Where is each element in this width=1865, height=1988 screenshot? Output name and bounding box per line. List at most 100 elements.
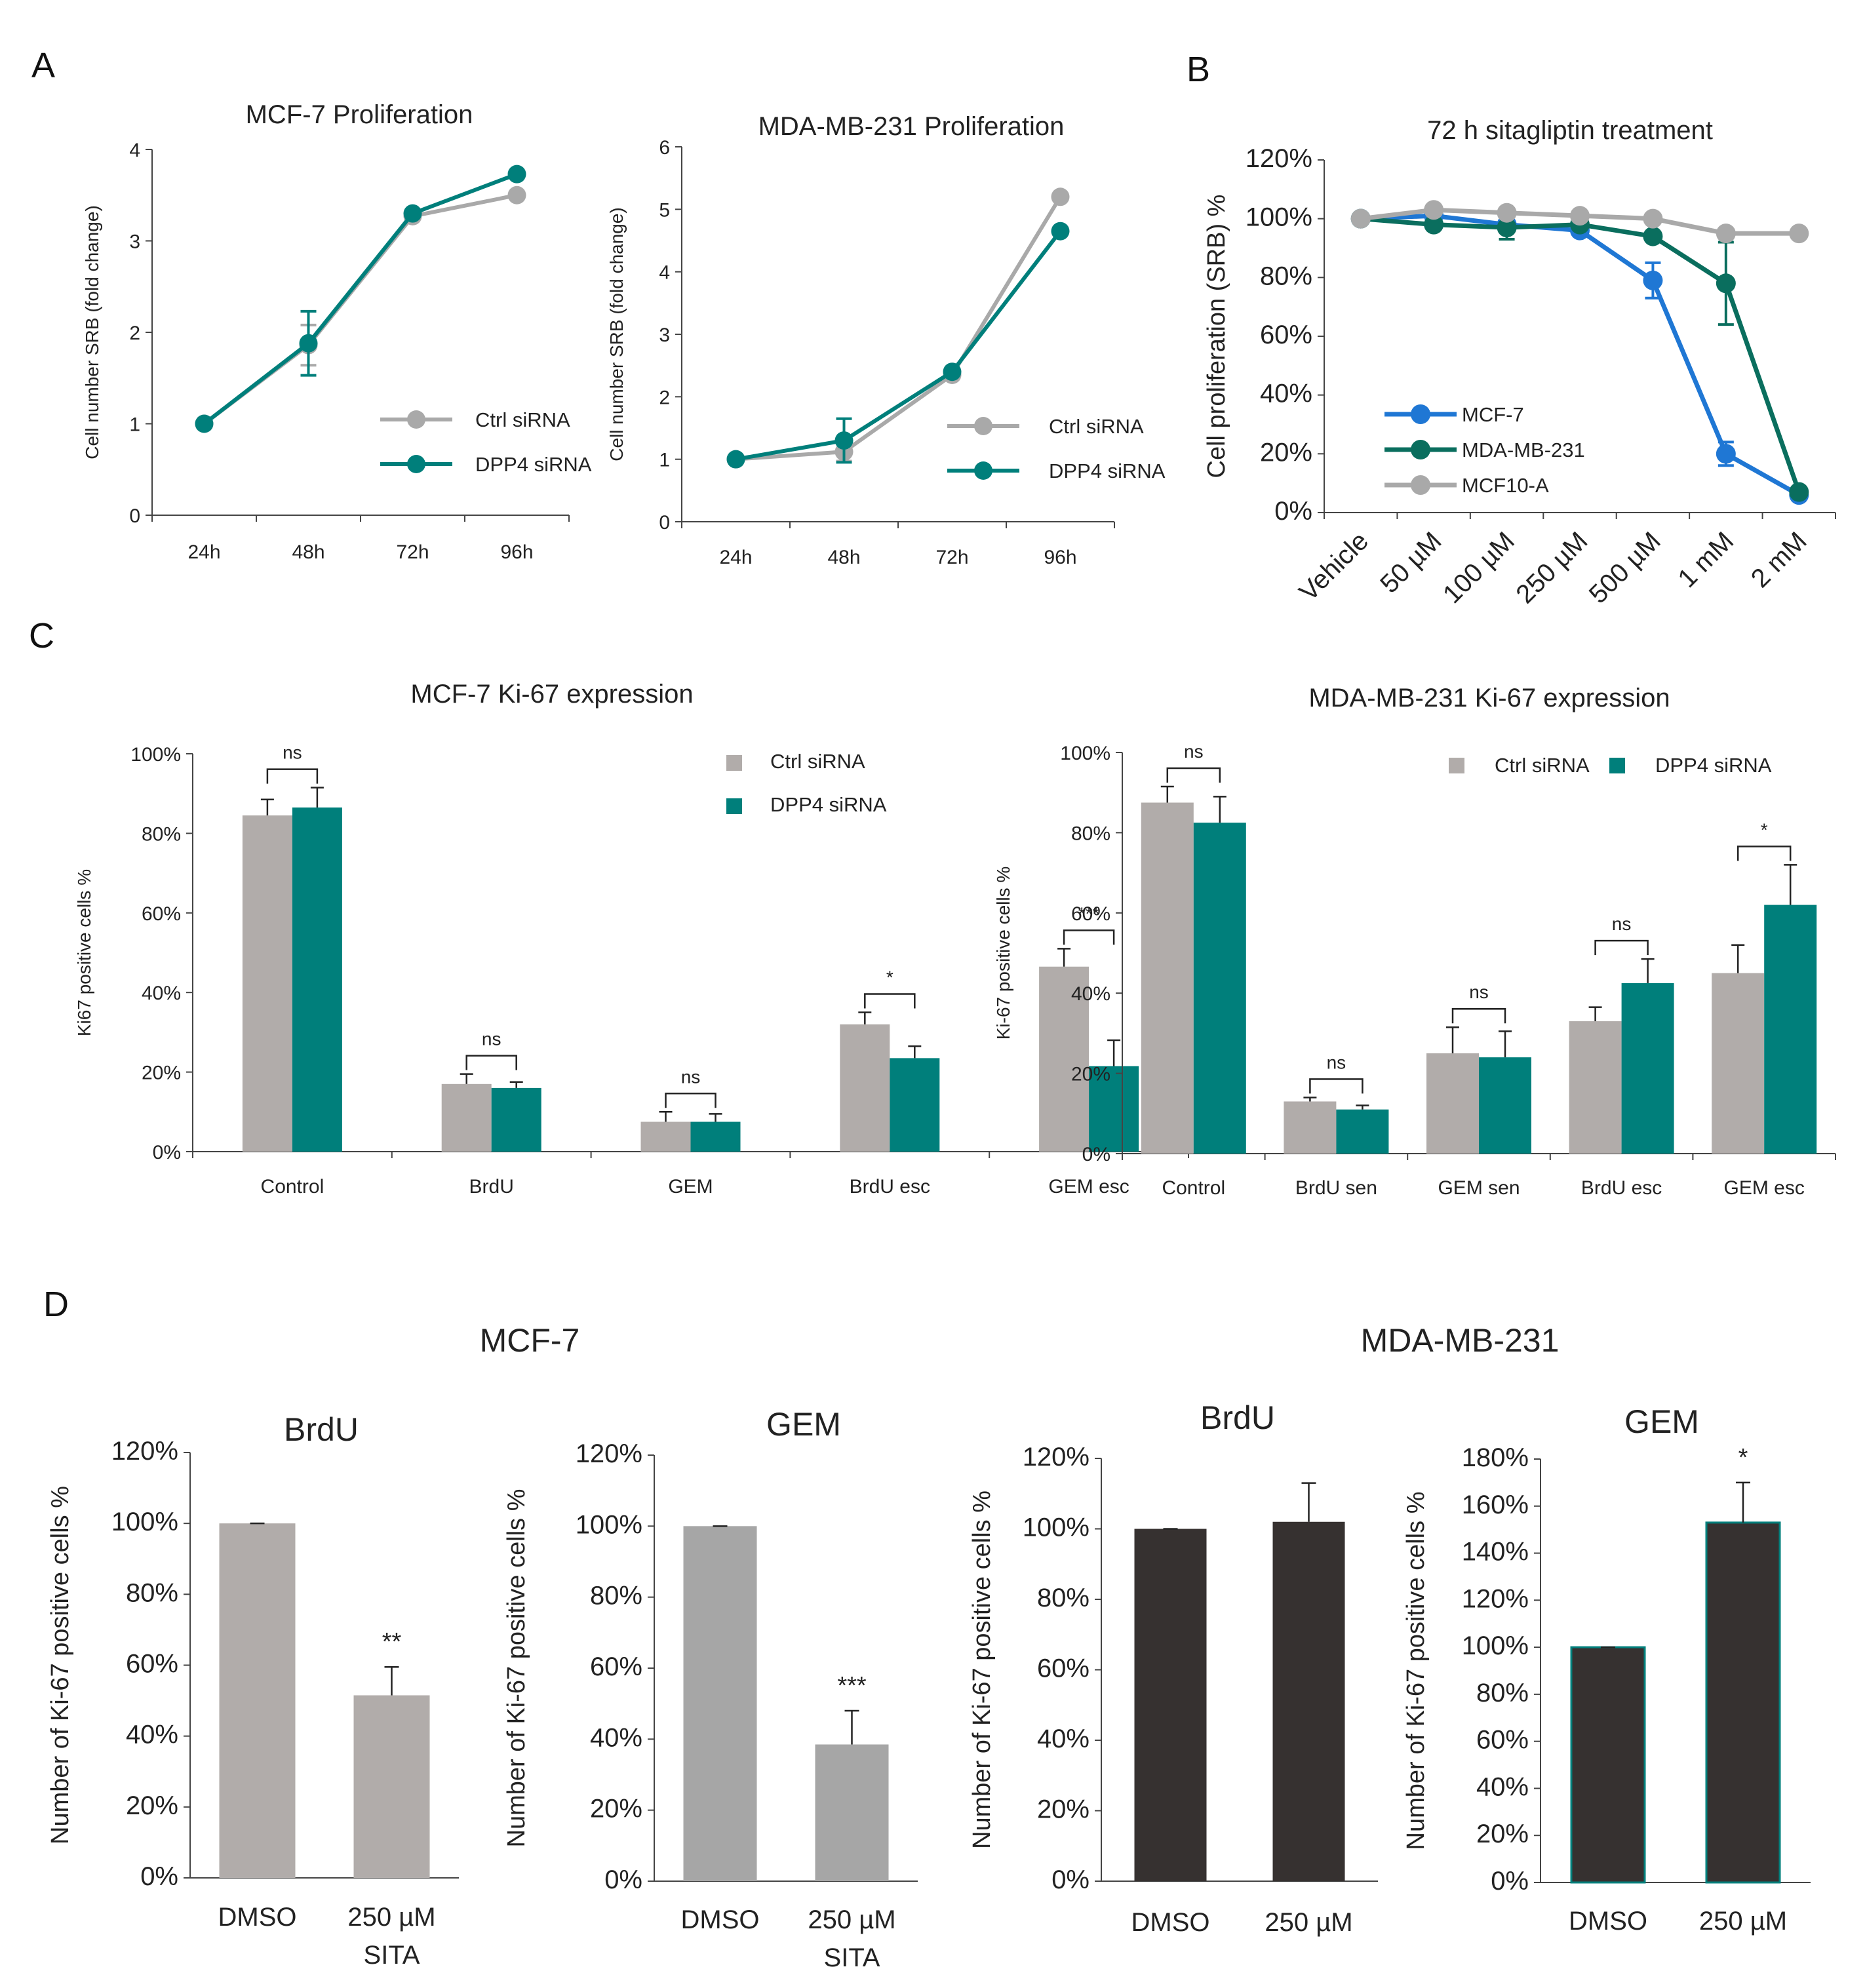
c1-bar (491, 1087, 541, 1152)
panel-letter-d: D (43, 1285, 69, 1324)
c2-y-axis-label: Ki-67 positive cells % (993, 867, 1013, 1040)
d1-significance-label: ** (382, 1628, 402, 1656)
d4-ytick-label: 40% (1476, 1772, 1529, 1801)
d2-ytick-label: 40% (590, 1723, 642, 1752)
panel-letter-a: A (31, 46, 55, 85)
c2-bar (1336, 1109, 1389, 1154)
b-data-point (1643, 226, 1663, 246)
c2-ytick-label: 60% (1071, 903, 1110, 925)
c1-bar (1039, 966, 1090, 1152)
c1-legend-swatch (726, 755, 742, 771)
d1-ytick-label: 100% (111, 1508, 178, 1536)
d4-ytick-label: 160% (1462, 1491, 1529, 1519)
c1-ytick-label: 100% (130, 744, 181, 766)
c1-significance-bracket (266, 768, 319, 784)
b-legend-label: MCF-7 (1462, 403, 1524, 426)
c1-significance-label: ns (681, 1066, 701, 1087)
a2-title: MDA-MB-231 Proliferation (758, 112, 1065, 141)
d4-title: GEM (1624, 1403, 1699, 1440)
b-ytick-label: 20% (1260, 438, 1312, 467)
c2-bar (1284, 1101, 1337, 1154)
a1-legend-marker (407, 455, 425, 473)
b-legend-marker (1411, 404, 1430, 424)
a1-xtick-label: 48h (292, 541, 324, 563)
b-ytick-label: 60% (1260, 321, 1312, 349)
c2-ytick-label: 0% (1082, 1144, 1110, 1165)
c2-bar (1426, 1053, 1479, 1154)
c2-xtick-label: GEM sen (1438, 1177, 1520, 1199)
d4-bar (1570, 1646, 1646, 1884)
b-data-point (1570, 206, 1590, 226)
c1-significance-bracket (465, 1055, 517, 1070)
a1-ytick-label: 0 (129, 505, 140, 527)
b-xtick-label: 100 µM (1438, 526, 1520, 609)
c1-significance-label: ns (283, 743, 302, 763)
d4-ytick-label: 0% (1491, 1867, 1529, 1896)
d3-bar (1134, 1529, 1207, 1881)
c2-title: MDA-MB-231 Ki-67 expression (1308, 684, 1670, 712)
d2-ytick-label: 100% (576, 1510, 642, 1539)
a1-y-axis-label: Cell number SRB (fold change) (82, 205, 102, 459)
a2-ytick-label: 4 (659, 262, 670, 284)
c2-significance-bracket (1166, 767, 1221, 783)
c1-significance-label: * (886, 967, 893, 988)
a2-ytick-label: 3 (659, 324, 670, 346)
a1-legend-marker (407, 410, 425, 429)
b-xtick-label: 1 mM (1672, 526, 1739, 593)
c2-significance-label: ns (1327, 1052, 1346, 1072)
b-data-point (1424, 200, 1444, 220)
b-ytick-label: 0% (1274, 497, 1312, 526)
c1-legend-swatch (726, 798, 742, 814)
a1-legend-label: DPP4 siRNA (475, 453, 592, 476)
d2-xtick-label: DMSO (681, 1905, 760, 1934)
d2-bar (815, 1744, 889, 1881)
a2-xtick-label: 96h (1044, 547, 1076, 568)
a2-legend-marker (974, 417, 992, 435)
b-data-point (1789, 482, 1809, 502)
c1-ytick-label: 40% (142, 983, 181, 1004)
c2-legend-swatch (1449, 758, 1464, 773)
c1-bar (690, 1121, 741, 1152)
b-ytick-label: 40% (1260, 380, 1312, 408)
a2-data-point (943, 362, 962, 381)
a1-ytick-label: 1 (129, 414, 140, 436)
b-data-point (1716, 273, 1736, 294)
a2-ytick-label: 5 (659, 199, 670, 221)
b-data-point (1497, 203, 1517, 223)
c2-legend-label: Ctrl siRNA (1495, 754, 1590, 777)
d4-bar (1705, 1521, 1781, 1884)
d1-xtick-label: 250 µM (347, 1903, 435, 1932)
a1-series-line (203, 172, 518, 425)
a1-data-point (507, 185, 526, 205)
c1-xtick-label: BrdU esc (850, 1176, 930, 1198)
a2-ytick-label: 0 (659, 512, 670, 534)
d2-ytick-label: 0% (604, 1865, 642, 1894)
group-title-mdamb231: MDA-MB-231 (1361, 1322, 1560, 1359)
d2-ytick-label: 80% (590, 1582, 642, 1610)
c1-xtick-label: GEM (668, 1176, 713, 1198)
c2-xtick-label: GEM esc (1724, 1177, 1805, 1199)
c1-ytick-label: 60% (142, 903, 181, 925)
d4-ytick-label: 60% (1476, 1726, 1529, 1755)
d3-ytick-label: 0% (1051, 1865, 1090, 1894)
c2-bar (1479, 1057, 1531, 1154)
b-ytick-label: 120% (1246, 144, 1312, 173)
d3-ytick-label: 20% (1037, 1795, 1090, 1824)
d2-ytick-label: 120% (576, 1439, 642, 1468)
d2-ytick-label: 20% (590, 1795, 642, 1823)
c2-ytick-label: 40% (1071, 983, 1110, 1005)
d2-xtick-label: 250 µM (808, 1905, 895, 1934)
d3-bar (1272, 1521, 1345, 1881)
b-xtick-label: 2 mM (1746, 526, 1813, 593)
c1-significance-label: *** (1078, 903, 1100, 924)
b-legend-marker (1411, 475, 1430, 495)
d3-xtick-label: 250 µM (1265, 1908, 1352, 1937)
a2-y-axis-label: Cell number SRB (fold change) (606, 207, 627, 461)
c2-significance-label: ns (1184, 741, 1204, 762)
d2-y-axis-label: Number of Ki-67 positive cells % (503, 1489, 530, 1848)
d2-significance-label: *** (837, 1672, 867, 1700)
b-data-point (1716, 444, 1736, 464)
d4-ytick-label: 20% (1476, 1820, 1529, 1848)
c2-bar (1712, 973, 1765, 1154)
